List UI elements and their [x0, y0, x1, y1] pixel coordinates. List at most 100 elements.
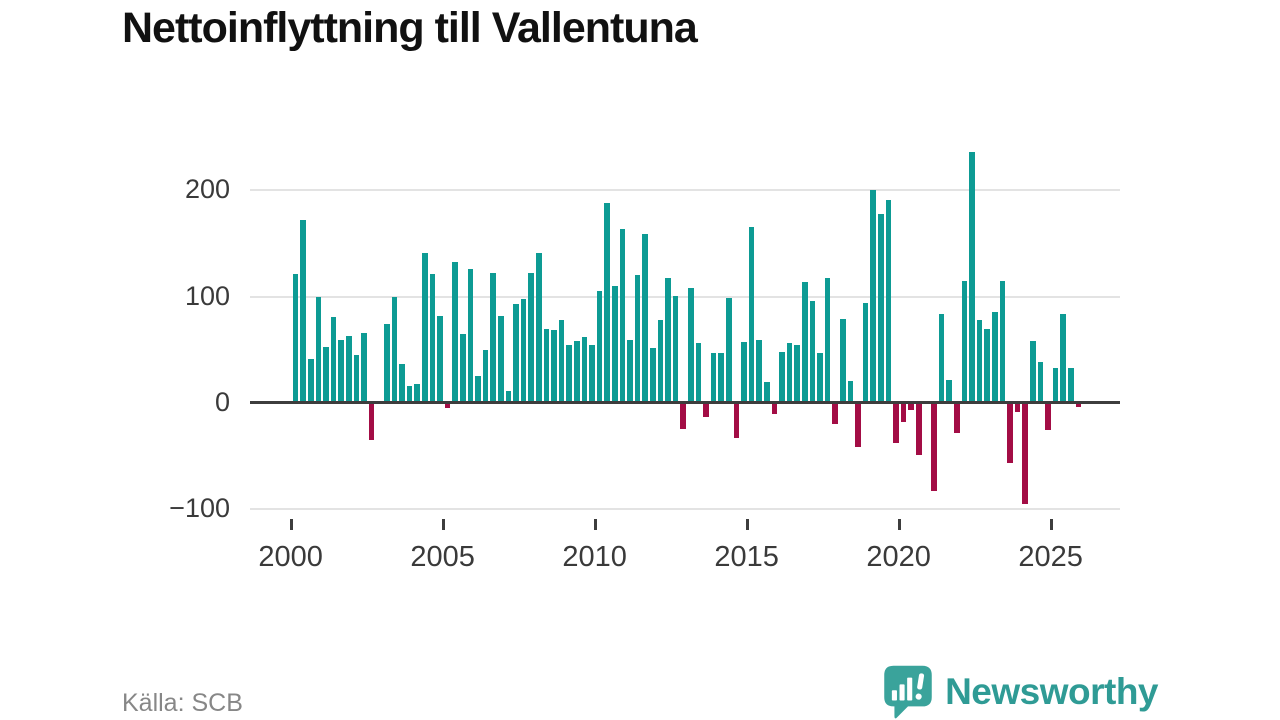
x-tick-mark-2010	[593, 519, 597, 530]
x-axis-label-2005: 2005	[410, 541, 475, 573]
bar-2014-q2	[725, 297, 732, 403]
bar-2019-q3	[885, 199, 892, 403]
bar-2007-q4	[528, 273, 535, 403]
gridline-200	[250, 189, 1120, 192]
bar-2020-q2	[908, 403, 915, 411]
bar-2008-q3	[551, 329, 557, 403]
x-tick-mark-2025	[1049, 519, 1053, 530]
bar-2005-q1	[444, 403, 451, 409]
bar-2016-q2	[786, 343, 793, 403]
bar-2006-q1	[475, 376, 481, 403]
bar-2022-q1	[961, 280, 968, 403]
bar-2012-q4	[680, 403, 687, 429]
bar-2009-q3	[581, 337, 588, 403]
bar-2025-q1	[1052, 367, 1059, 403]
bar-2004-q2	[421, 253, 428, 403]
bar-2003-q1	[383, 324, 390, 403]
bar-2001-q4	[345, 336, 352, 403]
bar-2002-q3	[368, 403, 375, 441]
bar-2007-q2	[513, 304, 519, 403]
x-tick-mark-2005	[441, 519, 445, 530]
bar-2007-q3	[520, 298, 527, 403]
bar-2024-q4	[1045, 403, 1051, 430]
source-caption: Källa: SCB	[122, 689, 243, 717]
bar-2009-q2	[573, 341, 580, 403]
bar-2020-q1	[900, 403, 907, 423]
bar-2002-q1	[353, 355, 360, 403]
bar-2023-q4	[1014, 403, 1021, 412]
bar-2021-q3	[946, 379, 953, 403]
bar-2000-q3	[307, 359, 314, 403]
bar-2012-q2	[665, 277, 671, 403]
bar-2003-q2	[391, 296, 398, 403]
bar-2010-q4	[619, 228, 626, 403]
bar-2023-q1	[991, 311, 998, 403]
bar-2016-q1	[779, 351, 785, 403]
bar-2014-q3	[733, 403, 740, 439]
bar-2005-q3	[459, 333, 466, 403]
x-axis-label-2000: 2000	[258, 541, 323, 573]
bar-2010-q2	[604, 203, 611, 403]
x-axis-zero-line	[250, 401, 1120, 404]
bar-2021-q2	[938, 313, 945, 403]
bar-2001-q3	[338, 340, 345, 403]
y-axis-label-0: 0	[214, 387, 230, 417]
x-axis-label-2010: 2010	[562, 541, 627, 573]
bar-2024-q3	[1037, 361, 1044, 403]
bar-2000-q4	[315, 296, 322, 403]
bar-2011-q4	[649, 347, 656, 403]
bar-2016-q3	[794, 344, 801, 403]
gridline--100	[250, 508, 1120, 511]
bar-2017-q4	[832, 403, 839, 425]
bar-2011-q1	[627, 340, 633, 403]
bar-2022-q4	[984, 328, 991, 403]
x-axis-label-2020: 2020	[866, 541, 931, 573]
bar-2023-q2	[999, 280, 1006, 403]
bar-2023-q3	[1007, 403, 1013, 463]
bar-2004-q3	[429, 274, 436, 403]
bar-2003-q4	[406, 385, 413, 403]
bar-2011-q3	[642, 233, 649, 403]
bar-2006-q2	[482, 349, 489, 403]
bar-2015-q3	[763, 381, 770, 403]
y-axis-label-200: 200	[184, 174, 230, 205]
bar-2009-q4	[589, 344, 595, 403]
bar-2021-q1	[931, 403, 937, 492]
bar-2013-q3	[703, 403, 709, 417]
bar-2017-q2	[817, 353, 823, 403]
bar-2016-q4	[801, 281, 808, 403]
y-axis-label--100: −100	[169, 493, 230, 524]
x-tick-mark-2000	[289, 519, 293, 530]
bar-2012-q1	[657, 320, 664, 403]
x-axis-label-2015: 2015	[714, 541, 779, 573]
bar-2022-q2	[969, 152, 975, 403]
bar-2008-q1	[535, 253, 542, 403]
bar-2017-q3	[824, 277, 831, 403]
x-tick-mark-2015	[745, 519, 749, 530]
bar-2010-q1	[596, 291, 603, 403]
bar-2013-q1	[687, 288, 694, 403]
bar-2019-q4	[893, 403, 899, 444]
bar-2013-q2	[695, 343, 702, 403]
newsworthy-logo: Newsworthy	[882, 664, 1158, 720]
bar-2004-q4	[437, 315, 443, 403]
bar-2018-q3	[855, 403, 861, 447]
bar-2021-q4	[953, 403, 960, 433]
bar-2004-q1	[414, 383, 421, 403]
bar-2010-q3	[611, 286, 618, 403]
bar-2013-q4	[710, 353, 717, 403]
bar-2024-q2	[1029, 341, 1036, 403]
bar-2001-q1	[323, 346, 329, 403]
bar-2020-q3	[915, 403, 922, 456]
bar-2022-q3	[976, 320, 983, 403]
chart-title: Nettoinflyttning till Vallentuna	[122, 4, 698, 52]
bar-2024-q1	[1022, 403, 1029, 504]
bar-2008-q2	[543, 328, 550, 403]
bar-2005-q4	[467, 269, 474, 403]
y-axis-label-100: 100	[184, 280, 230, 311]
bar-2018-q2	[847, 380, 854, 403]
bar-2025-q2	[1060, 313, 1067, 403]
bar-2005-q2	[452, 261, 459, 403]
bar-2001-q2	[330, 316, 337, 403]
